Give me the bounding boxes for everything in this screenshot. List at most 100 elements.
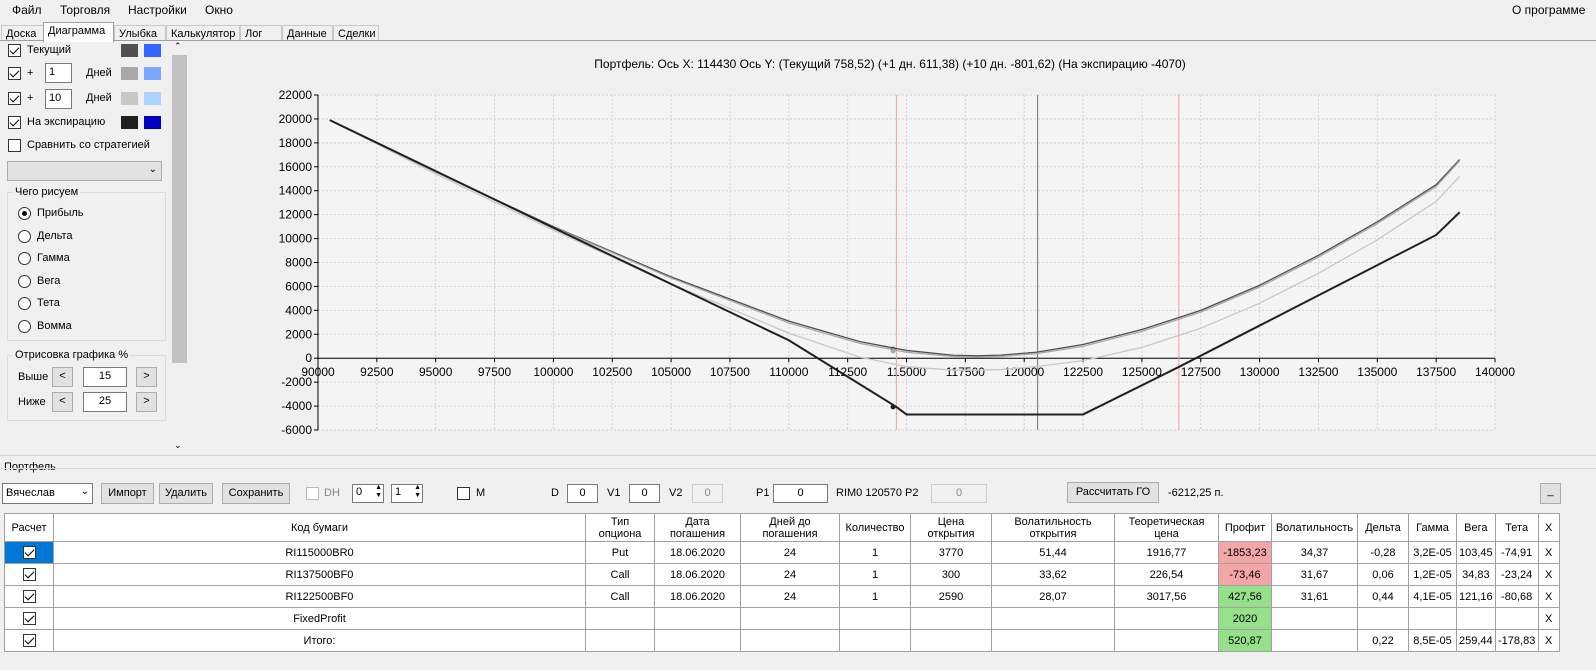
tab-diagram[interactable]: Диаграмма xyxy=(43,22,114,42)
remove-button[interactable]: X xyxy=(1537,629,1560,652)
remove-button[interactable]: X xyxy=(1537,585,1560,608)
remove-button[interactable]: X xyxy=(1537,563,1560,586)
col-theo-price[interactable]: Теоретическая цена xyxy=(1114,513,1219,542)
day10-color-gray[interactable] xyxy=(121,92,138,105)
calc-cell[interactable] xyxy=(4,629,54,652)
day1-color-gray[interactable] xyxy=(121,67,138,80)
col-calc[interactable]: Расчет xyxy=(4,513,54,542)
calc-cell[interactable] xyxy=(4,541,54,564)
calc-checkbox[interactable] xyxy=(22,634,36,647)
m-checkbox[interactable] xyxy=(457,487,470,500)
table-row[interactable]: FixedProfit 2020 X xyxy=(4,607,1560,630)
v2-input[interactable]: 0 xyxy=(692,484,723,503)
expiry-color-black[interactable] xyxy=(121,116,138,129)
menu-file[interactable]: Файл xyxy=(12,3,42,17)
tab-log[interactable]: Лог xyxy=(240,25,282,42)
v1-input[interactable]: 0 xyxy=(629,484,660,503)
d-input[interactable]: 0 xyxy=(567,484,598,503)
remove-button[interactable]: X xyxy=(1537,541,1560,564)
above-input[interactable]: 15 xyxy=(83,367,127,387)
account-select[interactable]: Вячеслав ⌄ xyxy=(2,483,93,504)
stepper-arrows-icon[interactable]: ▲ ▼ xyxy=(375,484,382,499)
scroll-up-icon[interactable]: ⌃ xyxy=(174,41,182,51)
radio-theta[interactable] xyxy=(18,297,31,310)
col-vol[interactable]: Волатильность xyxy=(1271,513,1358,542)
above-increase-button[interactable]: > xyxy=(136,367,157,387)
col-open-vol[interactable]: Волатильность открытия xyxy=(991,513,1115,542)
calculate-go-button[interactable]: Рассчитать ГО xyxy=(1067,482,1159,503)
col-delta[interactable]: Дельта xyxy=(1357,513,1409,542)
tab-deals[interactable]: Сделки xyxy=(333,25,379,42)
strategy-select[interactable]: ⌄ xyxy=(7,161,162,181)
menu-about[interactable]: О программе xyxy=(1512,3,1586,17)
col-expiry[interactable]: Дата погашения xyxy=(654,513,741,542)
day10-input[interactable]: 10 xyxy=(45,89,72,109)
col-remove[interactable]: X xyxy=(1537,513,1560,542)
calc-checkbox[interactable] xyxy=(22,612,36,625)
current-color-blue[interactable] xyxy=(144,44,161,57)
p1-input[interactable]: 0 xyxy=(773,484,828,503)
tab-data[interactable]: Данные xyxy=(282,25,333,42)
col-profit[interactable]: Профит xyxy=(1218,513,1272,542)
day1-checkbox[interactable] xyxy=(8,67,21,80)
expiry-color-blue[interactable] xyxy=(144,116,161,129)
p2-input[interactable]: 0 xyxy=(931,484,987,503)
splitter[interactable] xyxy=(0,455,1596,459)
table-row[interactable]: RI115000BR0 Put 18.06.2020 24 1 3770 51,44 1916… xyxy=(4,541,1560,564)
menu-window[interactable]: Окно xyxy=(205,3,233,17)
radio-gamma[interactable] xyxy=(18,252,31,265)
chevron-down-icon: ⌄ xyxy=(80,486,89,497)
radio-vega[interactable] xyxy=(18,275,31,288)
col-days[interactable]: Дней до погашения xyxy=(740,513,840,542)
day10-color-blue[interactable] xyxy=(144,92,161,105)
below-decrease-button[interactable]: < xyxy=(52,392,73,412)
scroll-down-icon[interactable]: ⌄ xyxy=(174,440,182,450)
col-type[interactable]: Тип опциона xyxy=(585,513,655,542)
expiry-checkbox[interactable] xyxy=(8,116,21,129)
below-input[interactable]: 25 xyxy=(83,392,127,412)
menu-settings[interactable]: Настройки xyxy=(128,3,187,17)
calc-cell[interactable] xyxy=(4,607,54,630)
import-button[interactable]: Импорт xyxy=(101,483,154,504)
dh-stepper-2[interactable]: 1 ▲ ▼ xyxy=(391,484,423,503)
table-row[interactable]: RI122500BF0 Call 18.06.2020 24 1 2590 28,07 301… xyxy=(4,585,1560,608)
tab-calculator[interactable]: Калькулятор xyxy=(166,25,240,42)
col-open-price[interactable]: Цена открытия xyxy=(910,513,992,542)
left-scrollbar-thumb[interactable] xyxy=(172,55,187,363)
stepper-arrows-icon[interactable]: ▲ ▼ xyxy=(414,484,421,499)
remove-button[interactable]: X xyxy=(1537,607,1560,630)
day10-checkbox[interactable] xyxy=(8,92,21,105)
delete-button[interactable]: Удалить xyxy=(159,483,213,504)
calc-cell[interactable] xyxy=(4,585,54,608)
dh-checkbox[interactable] xyxy=(306,487,319,500)
col-vega[interactable]: Вега xyxy=(1456,513,1496,542)
col-code[interactable]: Код бумаги xyxy=(53,513,586,542)
below-increase-button[interactable]: > xyxy=(136,392,157,412)
payoff-chart[interactable]: 90000 92500 95000 97500 100000 102500 105000 10… xyxy=(188,41,1588,446)
dh-stepper-1[interactable]: 0 ▲ ▼ xyxy=(352,484,384,503)
radio-delta[interactable] xyxy=(18,230,31,243)
calc-checkbox[interactable] xyxy=(22,590,36,603)
minimize-button[interactable]: _ xyxy=(1540,483,1561,504)
table-row[interactable]: RI137500BF0 Call 18.06.2020 24 1 300 33,62 226,… xyxy=(4,563,1560,586)
render-group-title: Отрисовка графика % xyxy=(13,349,131,361)
calc-cell[interactable] xyxy=(4,563,54,586)
calc-checkbox[interactable] xyxy=(22,568,36,581)
col-gamma[interactable]: Гамма xyxy=(1408,513,1457,542)
col-theta[interactable]: Тета xyxy=(1494,513,1539,542)
above-decrease-button[interactable]: < xyxy=(52,367,73,387)
current-color-gray[interactable] xyxy=(121,44,138,57)
current-checkbox[interactable] xyxy=(8,44,21,57)
table-row[interactable]: Итого: 520,87 0,22 8,5E-05 259,44 -178,83 X xyxy=(4,629,1560,652)
calc-checkbox[interactable] xyxy=(22,546,36,559)
radio-vomma[interactable] xyxy=(18,320,31,333)
save-button[interactable]: Сохранить xyxy=(222,483,290,504)
day1-color-blue[interactable] xyxy=(144,67,161,80)
day1-input[interactable]: 1 xyxy=(45,63,72,83)
radio-profit[interactable] xyxy=(18,207,31,220)
compare-checkbox[interactable] xyxy=(8,139,21,152)
menu-trade[interactable]: Торговля xyxy=(60,3,111,17)
col-qty[interactable]: Количество xyxy=(839,513,911,542)
left-scrollbar[interactable]: ⌃ ⌄ xyxy=(172,41,187,453)
tab-smile[interactable]: Улыбка xyxy=(114,25,166,42)
